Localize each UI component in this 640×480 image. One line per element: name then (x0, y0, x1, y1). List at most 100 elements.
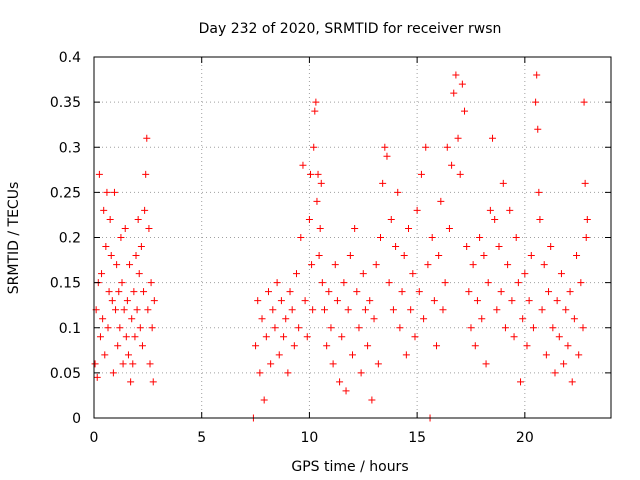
data-point (128, 315, 136, 323)
data-point (383, 152, 391, 160)
data-point (564, 342, 572, 350)
data-point (318, 279, 326, 287)
data-point (359, 270, 367, 278)
data-point (532, 98, 540, 106)
data-point (100, 206, 108, 214)
data-point (309, 306, 317, 314)
data-point (327, 324, 335, 332)
data-point (463, 243, 471, 251)
data-point (129, 360, 137, 368)
data-point (417, 170, 425, 178)
data-point (98, 270, 106, 278)
y-tick-label: 0 (72, 411, 81, 427)
data-point (340, 279, 348, 287)
data-point (476, 234, 484, 241)
data-point (480, 252, 488, 260)
data-point (392, 243, 400, 251)
y-tick-label: 0.4 (59, 50, 81, 66)
data-point (566, 288, 574, 296)
x-tick-label: 10 (301, 430, 319, 446)
data-point (140, 288, 148, 296)
data-point (273, 279, 281, 287)
data-point (312, 98, 320, 106)
axis-ticks: 0 0.05 0.1 0.15 0.2 0.25 0.3 0.35 0.4 0 5 10 15 20 (50, 50, 611, 446)
data-point (134, 215, 142, 223)
data-point (121, 224, 129, 232)
data-point (308, 261, 316, 269)
data-point (469, 261, 477, 269)
data-point (374, 360, 382, 368)
data-point (143, 134, 151, 142)
data-point (405, 224, 413, 232)
data-point (96, 333, 104, 341)
data-point (258, 315, 266, 323)
data-point (329, 360, 337, 368)
data-point (407, 306, 415, 314)
data-point (547, 243, 555, 251)
data-point (297, 234, 305, 241)
data-point (542, 351, 550, 359)
data-point (394, 188, 402, 196)
data-point (346, 252, 354, 260)
data-point (320, 306, 328, 314)
data-point (538, 306, 546, 314)
data-point (147, 279, 155, 287)
data-point (456, 170, 464, 178)
data-point (557, 270, 565, 278)
data-point (252, 342, 260, 350)
data-point (441, 279, 449, 287)
data-point (101, 351, 109, 359)
data-point (306, 170, 314, 178)
data-point (551, 369, 559, 377)
y-tick-label: 0.35 (50, 95, 81, 111)
data-point (534, 125, 542, 133)
data-point (495, 243, 503, 251)
chart-title: Day 232 of 2020, SRMTID for receiver rws… (199, 21, 502, 37)
data-point (398, 288, 406, 296)
data-point (295, 324, 303, 332)
data-point (504, 261, 512, 269)
data-point (570, 315, 578, 323)
data-point (379, 179, 387, 187)
data-point (512, 234, 520, 241)
data-point (545, 288, 553, 296)
data-point (145, 224, 153, 232)
x-tick-label: 20 (516, 430, 534, 446)
data-point (115, 288, 123, 296)
data-point (95, 170, 103, 178)
data-point (271, 324, 279, 332)
data-point (381, 143, 389, 151)
data-point (123, 297, 131, 305)
data-point (99, 315, 107, 323)
data-point (314, 170, 322, 178)
data-point (355, 324, 363, 332)
data-point (415, 288, 423, 296)
data-point (581, 179, 589, 187)
data-point (107, 252, 115, 260)
data-point (124, 351, 132, 359)
data-point (553, 297, 561, 305)
data-point (368, 396, 376, 404)
data-point (471, 342, 479, 350)
data-point (366, 297, 374, 305)
data-point (256, 369, 264, 377)
data-point (424, 261, 432, 269)
data-point (317, 179, 325, 187)
data-point (387, 215, 395, 223)
data-point (517, 378, 525, 386)
data-point (372, 261, 380, 269)
data-point (377, 234, 385, 241)
data-point (493, 306, 501, 314)
data-point (277, 297, 285, 305)
grid-lines (94, 57, 611, 418)
data-point (113, 261, 121, 269)
data-point (411, 333, 419, 341)
data-point (420, 315, 428, 323)
data-point (497, 288, 505, 296)
data-point (579, 324, 587, 332)
data-point (349, 351, 356, 359)
data-point (313, 197, 321, 205)
data-point (536, 215, 544, 223)
data-point (461, 107, 469, 115)
